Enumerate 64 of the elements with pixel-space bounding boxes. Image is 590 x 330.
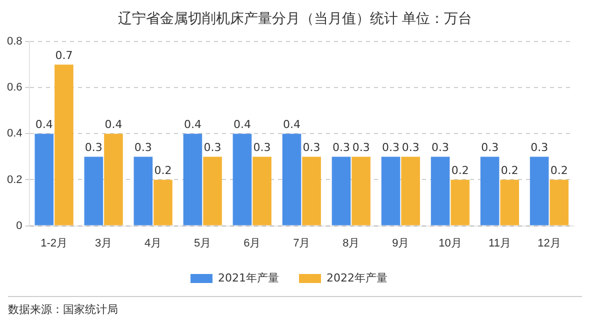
bar <box>302 156 321 226</box>
bar <box>54 64 74 226</box>
x-tick-label: 5月 <box>194 237 212 250</box>
data-label: 0.3 <box>432 141 450 154</box>
bar <box>352 156 370 226</box>
source-note: 数据来源：国家统计局 <box>8 303 118 316</box>
bar <box>450 180 470 226</box>
y-tick-label: 0.8 <box>6 36 22 48</box>
data-label: 0.2 <box>154 164 172 178</box>
bar <box>34 134 54 226</box>
y-tick-label: 0 <box>16 220 22 232</box>
chart-title: 辽宁省金属切削机床产量分月（当月值）统计 单位：万台 <box>116 10 474 29</box>
x-tick-label: 3月 <box>95 237 112 250</box>
x-tick-label: 11月 <box>488 237 511 250</box>
data-label: 0.7 <box>55 48 73 62</box>
bar <box>183 134 202 226</box>
data-label: 0.2 <box>550 164 568 178</box>
bar <box>550 180 569 226</box>
data-label: 0.3 <box>481 141 499 154</box>
bar <box>500 180 520 226</box>
data-label: 0.4 <box>184 118 202 132</box>
bar <box>282 134 302 226</box>
data-label: 0.2 <box>500 164 518 178</box>
y-tick-label: 0.4 <box>6 128 22 140</box>
legend-label: 2022年产量 <box>326 271 388 284</box>
data-label: 0.3 <box>302 141 320 154</box>
data-label: 0.3 <box>204 141 222 154</box>
bar <box>154 180 172 226</box>
data-label: 0.2 <box>451 164 469 178</box>
data-label: 0.4 <box>35 118 53 132</box>
bar <box>232 134 252 226</box>
data-label: 0.3 <box>134 141 152 154</box>
data-label: 0.4 <box>233 118 251 132</box>
bar <box>332 156 351 226</box>
x-tick-label: 8月 <box>342 237 360 250</box>
data-label: 0.3 <box>332 141 350 154</box>
data-label: 0.3 <box>382 141 400 154</box>
data-label: 0.3 <box>530 141 548 154</box>
x-tick-label: 9月 <box>392 237 410 250</box>
bar <box>252 156 272 226</box>
x-tick-label: 10月 <box>438 237 462 250</box>
bar <box>480 156 500 226</box>
bar <box>381 156 400 226</box>
x-tick-label: 6月 <box>244 237 261 250</box>
x-tick-label: 12月 <box>538 237 561 250</box>
y-tick-label: 0.2 <box>6 174 22 186</box>
data-label: 0.4 <box>104 118 122 132</box>
data-label: 0.3 <box>253 141 271 154</box>
x-tick-label: 7月 <box>293 237 310 250</box>
legend-label: 2021年产量 <box>218 271 280 284</box>
bar <box>401 156 420 226</box>
bar <box>430 156 450 226</box>
data-label: 0.3 <box>84 141 102 154</box>
y-tick-label: 0.6 <box>6 82 22 94</box>
data-label: 0.3 <box>352 141 370 154</box>
bar <box>104 134 123 226</box>
bar <box>530 156 549 226</box>
bar <box>203 156 222 226</box>
bar <box>134 156 153 226</box>
bar <box>84 156 104 226</box>
x-tick-label: 1-2月 <box>40 237 68 250</box>
x-tick-label: 4月 <box>144 237 162 250</box>
data-label: 0.4 <box>282 118 300 132</box>
data-label: 0.3 <box>402 141 420 154</box>
